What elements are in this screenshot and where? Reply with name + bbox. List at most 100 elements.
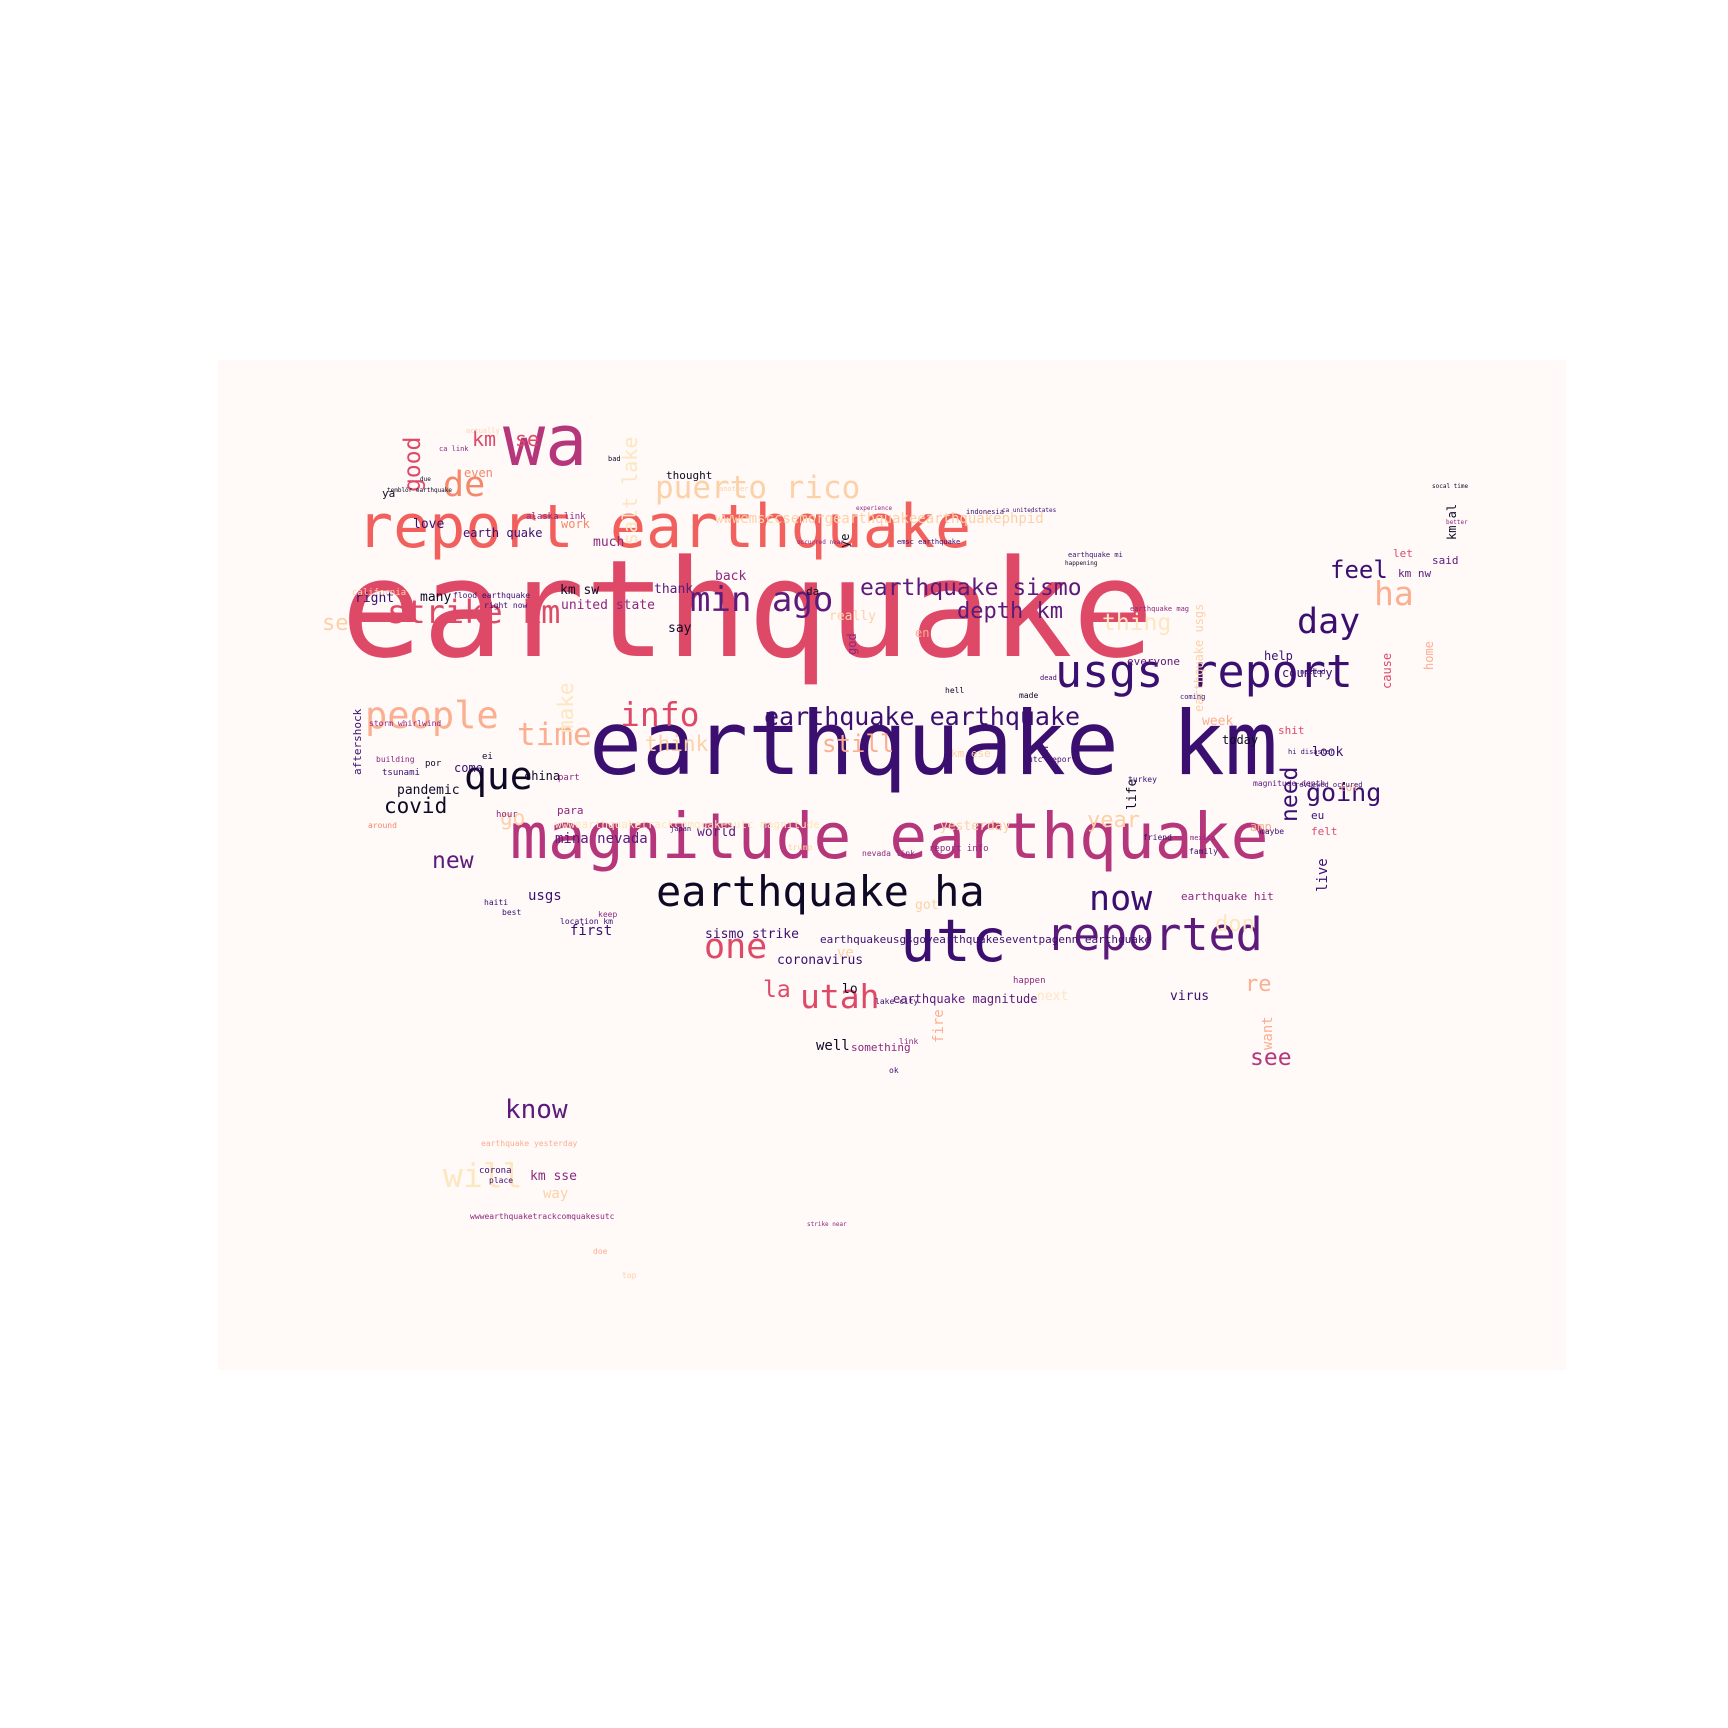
word-64: china bbox=[524, 769, 561, 784]
word-10: min ago bbox=[690, 579, 834, 620]
word-48: coronavirus bbox=[777, 952, 864, 968]
word-151: around bbox=[368, 820, 397, 830]
word-159: earthquake mi bbox=[1068, 551, 1123, 560]
word-166: hell bbox=[945, 685, 965, 695]
word-3: report earthquake bbox=[357, 492, 972, 562]
word-113: ve bbox=[837, 944, 854, 961]
word-129: report info bbox=[929, 843, 989, 854]
word-27: know bbox=[505, 1095, 568, 1126]
word-1: earthquake km bbox=[589, 691, 1278, 795]
word-16: depth km bbox=[957, 599, 1063, 625]
word-163: another bbox=[719, 485, 749, 494]
word-21: day bbox=[1297, 602, 1361, 642]
word-52: right bbox=[355, 590, 395, 606]
word-137: haiti bbox=[484, 897, 509, 907]
word-22: de bbox=[443, 465, 486, 505]
word-119: location km bbox=[560, 916, 613, 926]
word-26: will bbox=[443, 1155, 523, 1195]
word-127: made bbox=[1019, 690, 1039, 700]
word-65: come bbox=[454, 761, 483, 776]
word-72: well bbox=[816, 1037, 850, 1054]
word-152: socal time bbox=[1432, 483, 1469, 491]
word-83: eu bbox=[1311, 809, 1325, 823]
word-36: don bbox=[1215, 912, 1255, 938]
word-85: let bbox=[1393, 547, 1413, 561]
word-107: salt lake bbox=[618, 436, 642, 545]
word-41: km bbox=[472, 427, 497, 451]
word-164: dead bbox=[1040, 674, 1057, 683]
word-136: storm whirlwind bbox=[369, 718, 442, 728]
word-53: many bbox=[420, 589, 452, 605]
word-122: right now bbox=[484, 600, 528, 610]
word-162: trump bbox=[788, 842, 813, 852]
word-139: earthquake yesterday bbox=[481, 1138, 578, 1148]
word-126: family bbox=[1189, 846, 1218, 856]
word-80: look bbox=[1312, 744, 1344, 760]
word-98: live bbox=[1315, 858, 1331, 892]
word-19: one bbox=[704, 927, 768, 967]
word-79: today bbox=[1222, 733, 1259, 748]
word-6: utc bbox=[900, 905, 1007, 975]
word-169: due bbox=[420, 476, 431, 484]
word-125: friend bbox=[1143, 832, 1172, 842]
word-43: need bbox=[1277, 766, 1303, 822]
word-60: back bbox=[715, 568, 747, 584]
word-84: virus bbox=[1170, 988, 1210, 1004]
word-42: se bbox=[515, 427, 540, 451]
word-23: time bbox=[517, 717, 592, 754]
word-82: amp bbox=[1250, 820, 1272, 835]
word-8: reported bbox=[1046, 908, 1263, 961]
word-37: re bbox=[1245, 972, 1272, 998]
word-11: strike km bbox=[387, 593, 561, 632]
word-90: shit bbox=[1278, 724, 1305, 738]
word-171: temblör earthquake bbox=[387, 487, 453, 495]
word-32: still bbox=[822, 729, 895, 758]
word-153: better bbox=[1446, 519, 1468, 527]
word-57: much bbox=[593, 534, 625, 550]
word-67: para bbox=[557, 804, 584, 818]
word-167: bad bbox=[608, 455, 621, 464]
word-63: pandemic bbox=[397, 782, 460, 798]
word-15: earthquake sismo bbox=[860, 574, 1082, 601]
word-124: maybe bbox=[1260, 826, 1285, 836]
word-34: thing bbox=[1102, 609, 1172, 636]
word-172: earthquake mag bbox=[1130, 605, 1190, 614]
word-76: country bbox=[1282, 666, 1333, 681]
word-108: wwwemsccsemorgearthquakeearthquakephpid bbox=[715, 510, 1044, 527]
word-66: world bbox=[697, 824, 737, 840]
word-50: km sw bbox=[560, 582, 600, 598]
word-46: mina nevada bbox=[555, 830, 648, 847]
word-68: usgs bbox=[528, 887, 562, 904]
word-54: love bbox=[413, 516, 445, 532]
word-96: aftershock bbox=[351, 708, 364, 775]
word-7: earthquake ha bbox=[656, 867, 985, 917]
word-105: god bbox=[845, 633, 859, 655]
word-134: tsunami bbox=[382, 767, 420, 778]
word-77: everyone bbox=[1127, 655, 1180, 669]
word-91: lot bbox=[1339, 781, 1359, 795]
word-61: thank bbox=[654, 581, 694, 597]
word-39: go bbox=[500, 806, 526, 831]
word-168: ca link bbox=[439, 445, 469, 454]
word-144: strike near bbox=[807, 1221, 847, 1229]
word-51: united state bbox=[561, 597, 655, 613]
word-109: wwwearthquaketrackcomquakesutc magnitude bbox=[555, 818, 820, 832]
word-86: said bbox=[1432, 554, 1459, 568]
word-100: fire bbox=[931, 1009, 947, 1043]
word-116: ei bbox=[482, 751, 493, 762]
word-93: really bbox=[829, 608, 876, 624]
word-47: sismo strike bbox=[705, 926, 799, 942]
word-110: earthquakeusgsgovearthquakeseventpagenn … bbox=[820, 933, 1152, 947]
word-132: happen bbox=[1013, 975, 1046, 986]
word-145: link bbox=[899, 1036, 919, 1046]
word-88: yesterday bbox=[940, 818, 1011, 834]
word-12: people bbox=[365, 694, 499, 738]
word-99: want bbox=[1260, 1016, 1276, 1050]
word-131: utc report bbox=[1028, 754, 1077, 764]
word-25: feel bbox=[1330, 555, 1388, 584]
word-30: new bbox=[432, 847, 474, 874]
word-49: earthquake magnitude bbox=[893, 992, 1038, 1007]
word-115: hour bbox=[496, 809, 518, 820]
word-87: km nw bbox=[1398, 567, 1432, 581]
word-78: week bbox=[1202, 713, 1234, 729]
